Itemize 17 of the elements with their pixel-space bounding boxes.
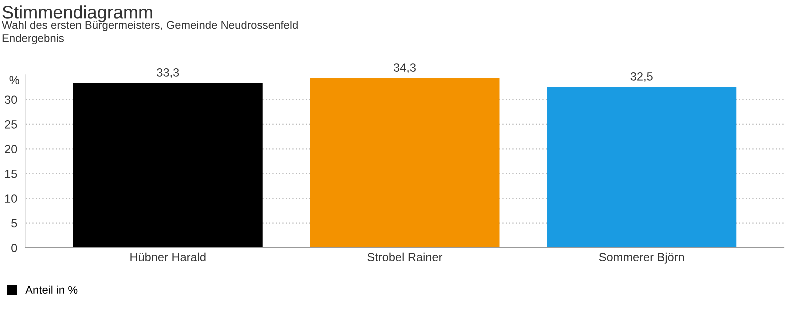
y-tick-label: 10 [5,194,18,203]
y-tick-label: 15 [5,170,18,178]
y-axis-title: % [10,76,20,84]
data-label: 32,5 [630,72,653,82]
data-label: 34,3 [394,64,416,74]
x-tick-label: Strobel Rainer [368,252,443,262]
legend-label: Anteil in % [26,286,78,294]
data-label: 33,3 [157,68,180,78]
chart-subtitle: Wahl des ersten Bürgermeisters, Gemeinde Neudrossenfeld Endergebnis [2,21,298,45]
y-tick-label: 25 [5,120,18,129]
chart-title: Stimmendiagramm [2,6,152,22]
x-tick-label: Sommerer Björn [599,252,684,264]
x-tick-label: Hübner Harald [130,252,206,262]
y-tick-label: 5 [12,219,18,228]
y-tick-label: 0 [12,244,18,252]
y-tick-label: 20 [5,145,18,154]
y-tick-label: 30 [4,96,18,104]
